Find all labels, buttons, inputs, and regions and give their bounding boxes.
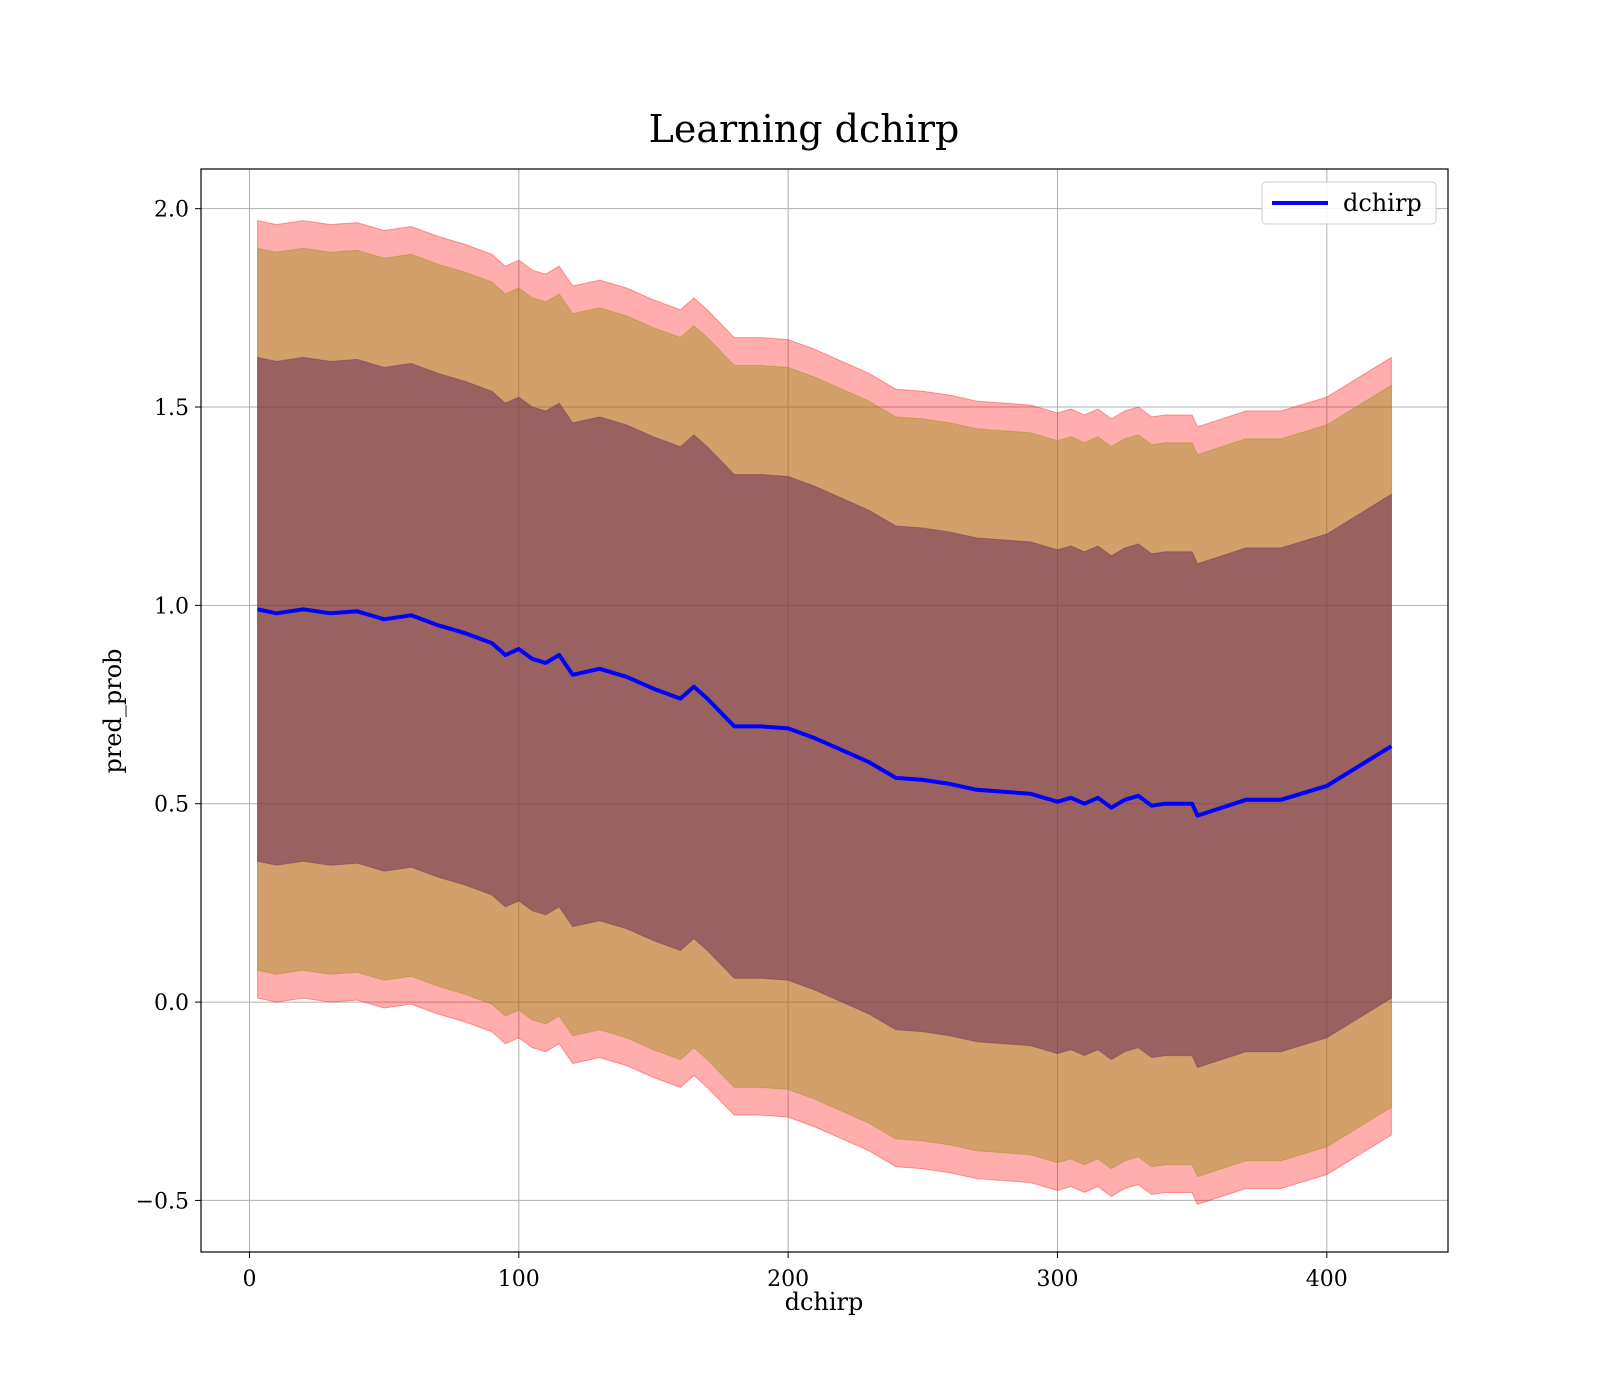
y-tick-label: 2.0 xyxy=(154,198,189,223)
x-tick-label: 300 xyxy=(1036,1267,1078,1292)
legend-box xyxy=(1261,181,1437,225)
x-tick-label: 0 xyxy=(242,1267,256,1292)
legend: dchirp xyxy=(1261,181,1437,225)
x-tick-label: 200 xyxy=(767,1267,809,1292)
y-tick-label: 0.5 xyxy=(154,793,189,818)
plot-frame xyxy=(200,168,1449,1253)
series-line-dchirp xyxy=(257,607,1393,818)
x-axis-label: dchirp xyxy=(785,1288,864,1316)
y-axis-label: pred_prob xyxy=(99,648,127,773)
x-axis-ticks: 0 100 200 300 400 xyxy=(242,1252,1348,1292)
uncertainty-bands xyxy=(257,219,1392,1206)
y-tick-label: 1.5 xyxy=(154,396,189,421)
x-tick-label: 100 xyxy=(498,1267,540,1292)
chart-title: Learning dchirp xyxy=(649,107,960,151)
y-axis-ticks: −0.5 0.0 0.5 1.0 1.5 2.0 xyxy=(136,198,201,1214)
band-inner xyxy=(257,356,1392,1069)
x-tick-label: 400 xyxy=(1306,1267,1348,1292)
y-tick-label: 1.0 xyxy=(154,594,189,619)
series-lines xyxy=(257,607,1393,818)
legend-label-dchirp: dchirp xyxy=(1343,189,1422,217)
y-tick-label: 0.0 xyxy=(154,991,189,1016)
y-tick-label: −0.5 xyxy=(136,1189,189,1214)
